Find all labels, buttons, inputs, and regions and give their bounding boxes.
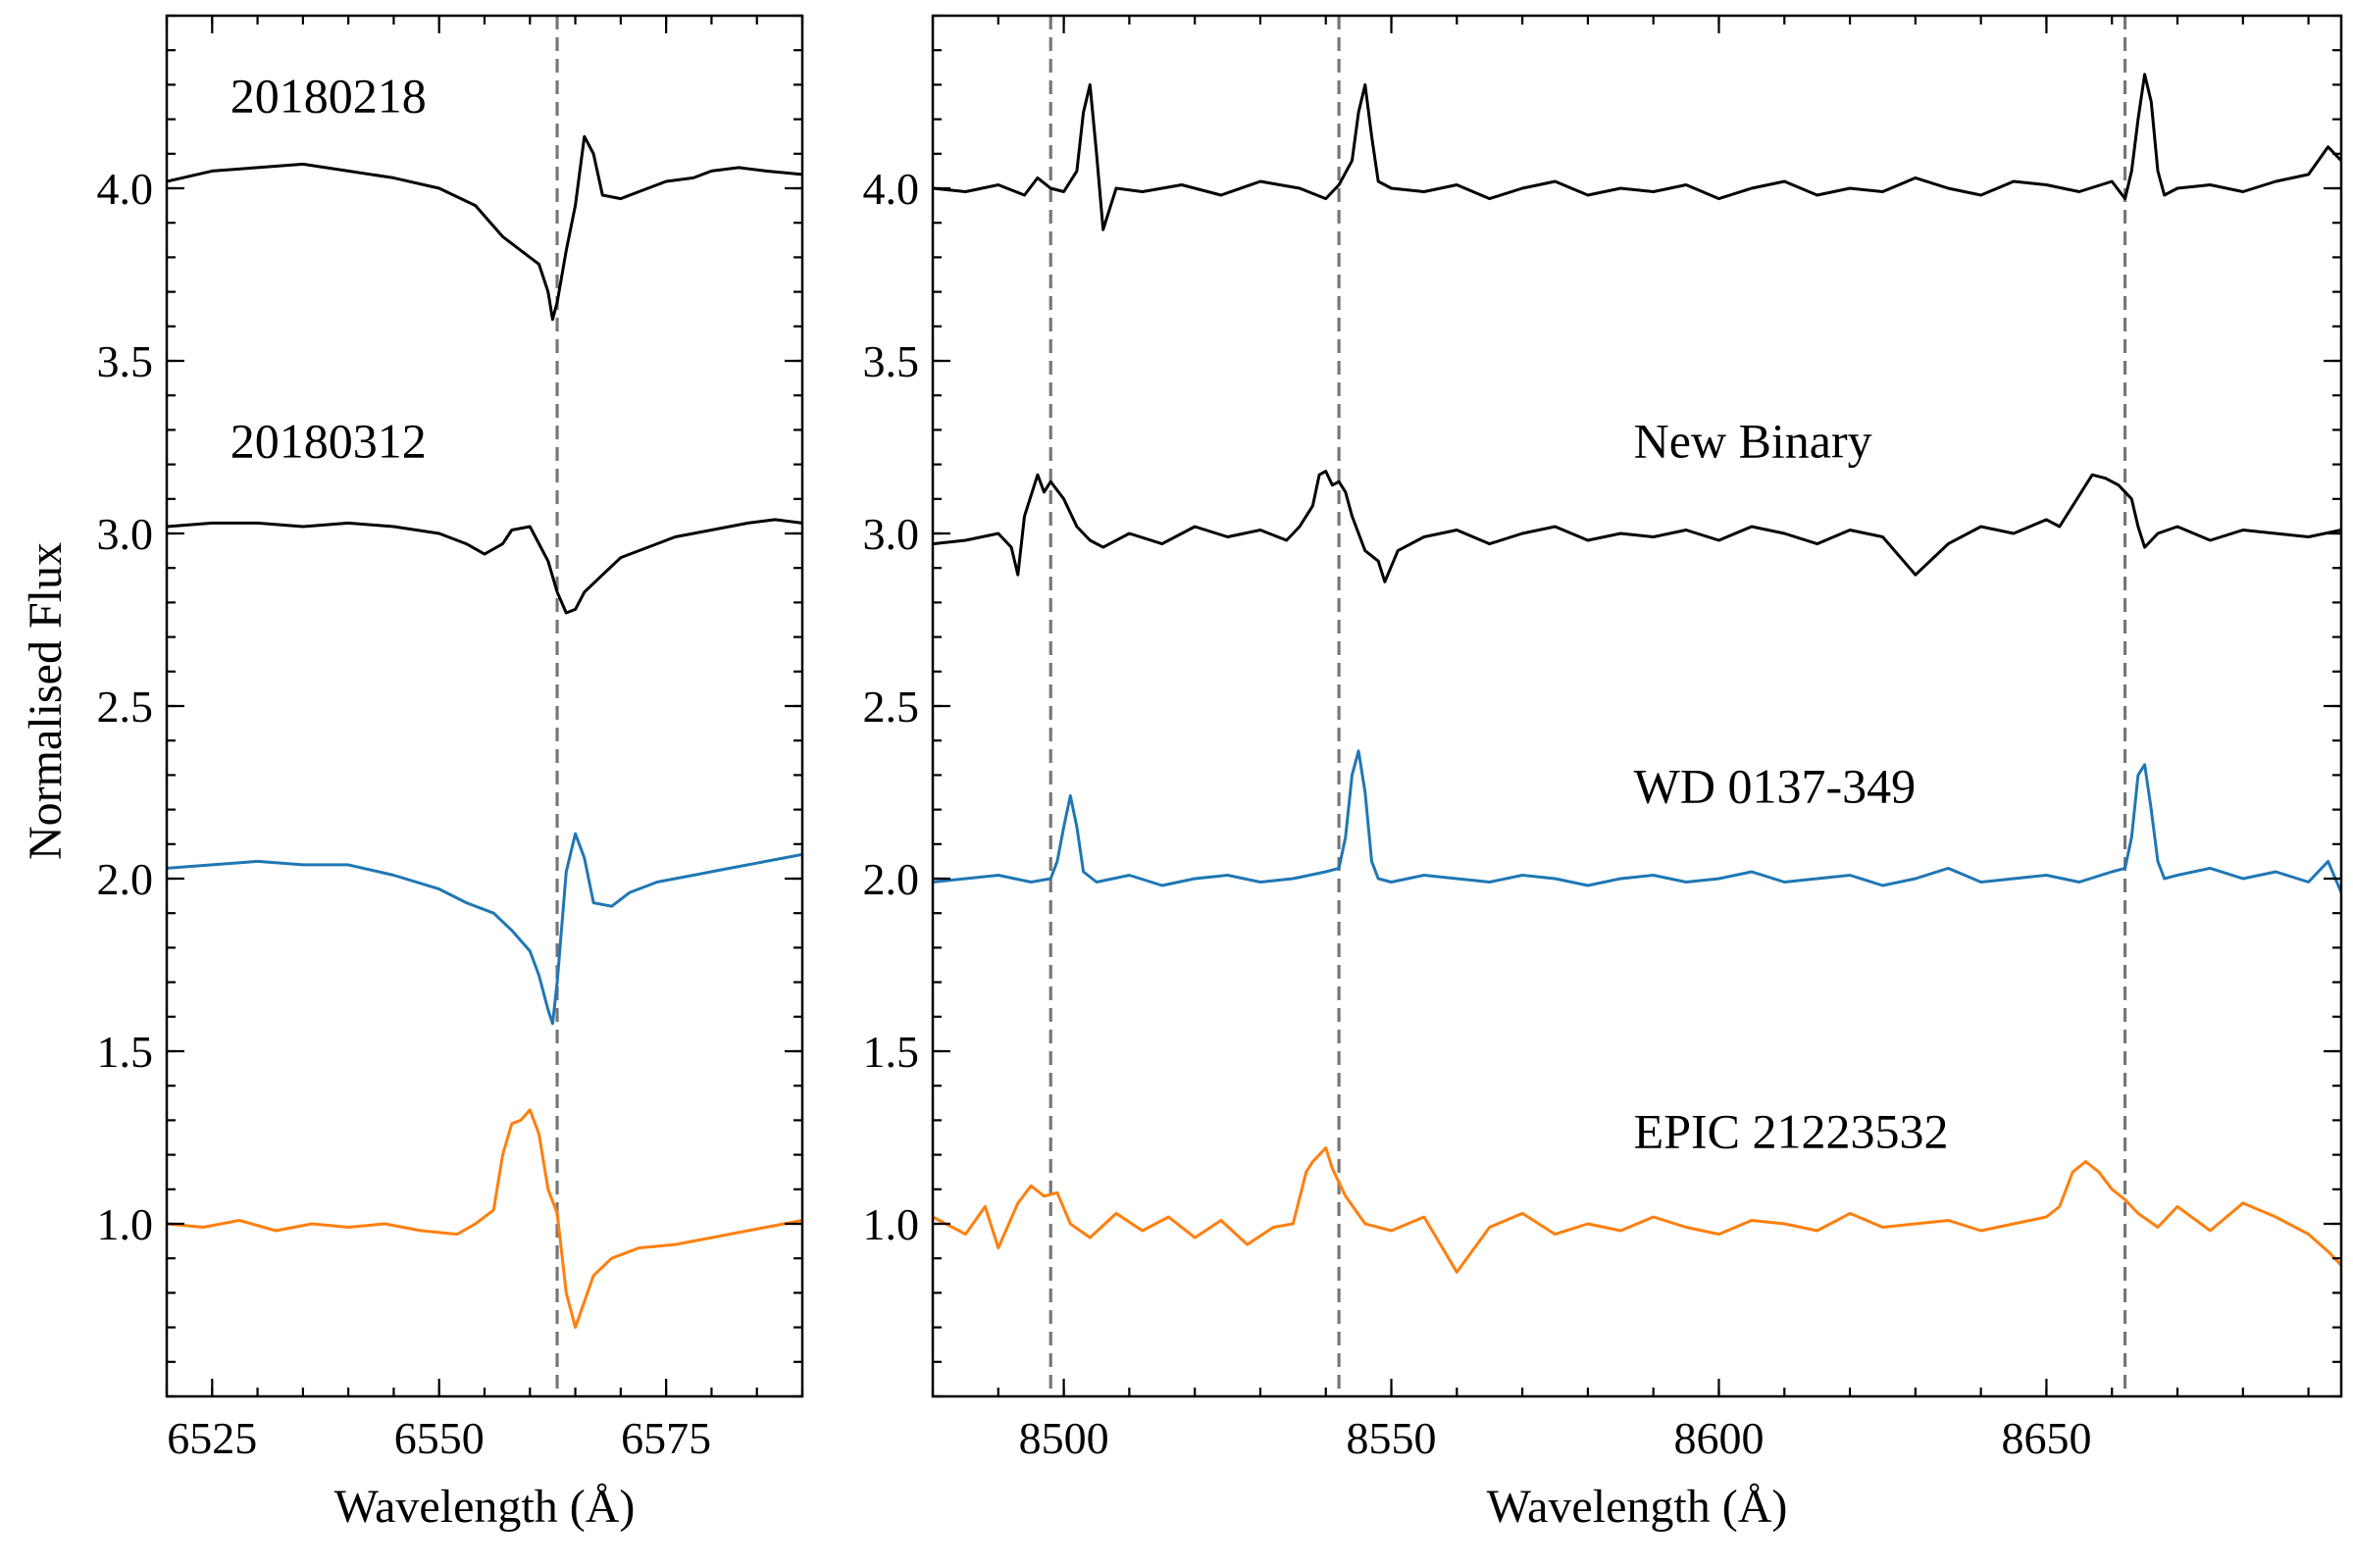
y-axis-label: Normalised Flux	[20, 542, 72, 860]
y-tick-label: 1.0	[97, 1199, 154, 1249]
series-line-1	[167, 518, 802, 615]
y-tick-label: 3.5	[97, 336, 154, 386]
series-line-0	[933, 73, 2341, 231]
series-annotation: WD 0137-349	[1634, 759, 1916, 814]
x-tick-label: 8600	[1673, 1413, 1764, 1463]
y-tick-label: 1.5	[97, 1027, 154, 1077]
y-tick-label: 2.5	[863, 682, 920, 732]
y-tick-label: 1.5	[863, 1027, 920, 1077]
x-axis-label: Wavelength (Å)	[334, 1481, 636, 1533]
x-tick-label: 8550	[1347, 1413, 1437, 1463]
series-group	[167, 134, 802, 1330]
x-tick-label: 8500	[1019, 1413, 1109, 1463]
series-line-3	[167, 1108, 802, 1330]
x-axis-label: Wavelength (Å)	[1487, 1481, 1788, 1533]
y-tick-label: 1.0	[863, 1199, 920, 1249]
plot-frame	[931, 14, 2343, 1398]
series-group	[933, 73, 2341, 1274]
series-line-1	[933, 470, 2341, 583]
y-tick-label: 3.0	[863, 509, 920, 559]
series-annotation: New Binary	[1634, 414, 1872, 469]
plot-frame	[165, 14, 804, 1398]
x-tick-label: 6550	[394, 1413, 485, 1463]
y-tick-label: 3.5	[863, 336, 920, 386]
y-tick-label: 2.0	[863, 854, 920, 904]
series-line-2	[933, 749, 2341, 893]
series-annotation: EPIC 21223532	[1634, 1104, 1949, 1159]
x-tick-label: 6525	[167, 1413, 257, 1463]
y-tick-label: 4.0	[863, 164, 920, 214]
series-annotation: 20180218	[230, 69, 427, 124]
series-annotation: 20180312	[230, 414, 427, 469]
y-tick-label: 2.5	[97, 682, 154, 732]
series-line-2	[167, 832, 802, 1026]
y-tick-label: 2.0	[97, 854, 154, 904]
left-panel: 6525 6550 6575 1.0 1.5 2.0 2.5 3.0 3.5 4.0 Wavelen…	[97, 14, 804, 1533]
y-tick-label: 4.0	[97, 164, 154, 214]
x-tick-label: 6575	[621, 1413, 711, 1463]
right-panel: 8500 8550 8600 8650 1.0 1.5 2.0 2.5 3.0 3.5 4.0 Wav…	[863, 14, 2343, 1533]
y-tick-label: 3.0	[97, 509, 154, 559]
series-line-3	[933, 1146, 2341, 1274]
series-line-0	[167, 134, 802, 322]
x-tick-label: 8650	[2001, 1413, 2091, 1463]
